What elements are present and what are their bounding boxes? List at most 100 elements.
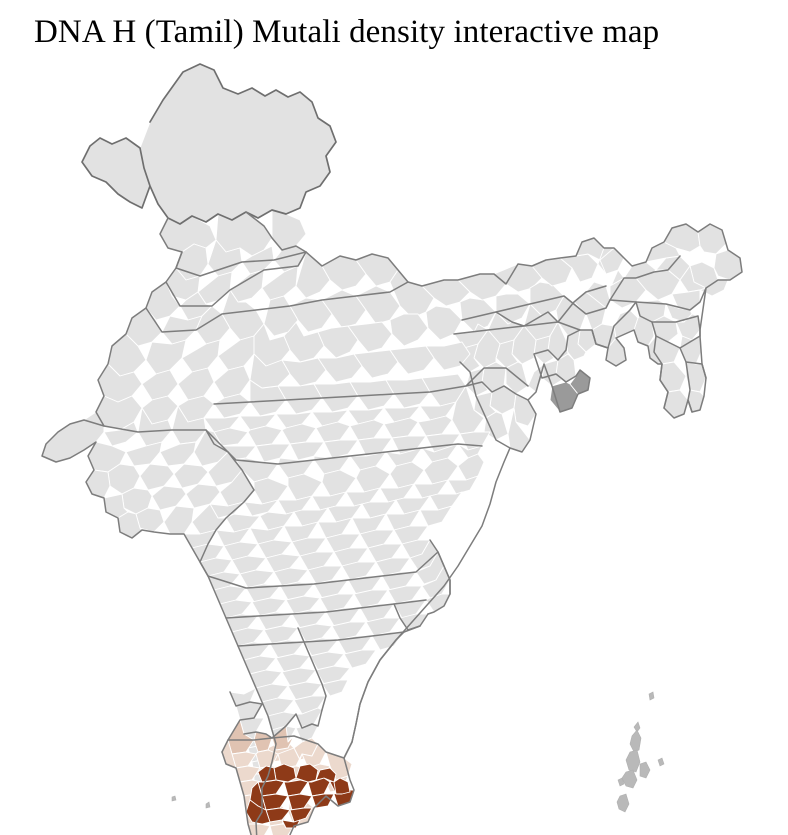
district-region[interactable] — [303, 637, 339, 657]
district-region[interactable] — [291, 609, 327, 629]
district-region[interactable] — [323, 439, 359, 459]
district-region[interactable] — [281, 667, 317, 687]
district-region[interactable] — [421, 443, 459, 463]
district-region[interactable] — [357, 437, 393, 457]
district-region[interactable] — [311, 491, 347, 511]
island-andaman-3[interactable] — [625, 749, 641, 773]
district-region[interactable] — [383, 405, 421, 423]
district-region[interactable] — [223, 541, 259, 561]
district-region[interactable] — [347, 321, 393, 353]
district-region[interactable] — [585, 281, 611, 309]
district-region[interactable] — [285, 595, 321, 615]
district-region[interactable] — [599, 247, 625, 275]
district-region[interactable] — [263, 625, 299, 645]
district-region[interactable] — [311, 409, 349, 427]
district-region[interactable] — [385, 447, 423, 467]
district-region[interactable] — [333, 547, 369, 567]
district-region[interactable] — [181, 339, 221, 373]
district-region[interactable] — [341, 561, 377, 581]
region-tirunelveli[interactable] — [247, 823, 271, 835]
district-region[interactable] — [289, 441, 325, 461]
district-region[interactable] — [287, 681, 323, 701]
district-region[interactable] — [275, 411, 313, 429]
district-region[interactable] — [257, 539, 293, 559]
district-region[interactable] — [217, 335, 255, 371]
island-east[interactable] — [657, 757, 665, 767]
district-region[interactable] — [243, 499, 279, 517]
region-tiruvarur[interactable] — [289, 807, 313, 823]
region-high-ne[interactable] — [315, 767, 337, 783]
district-region[interactable] — [269, 639, 305, 659]
district-region[interactable] — [353, 349, 399, 379]
district-region[interactable] — [393, 599, 427, 619]
district-region[interactable] — [371, 631, 405, 651]
district-region[interactable] — [203, 415, 241, 433]
district-region[interactable] — [265, 553, 301, 573]
district-region[interactable] — [345, 487, 381, 507]
district-region[interactable] — [359, 603, 395, 623]
district-region[interactable] — [213, 393, 251, 419]
district-region[interactable] — [351, 513, 387, 535]
district-region[interactable] — [343, 649, 377, 669]
district-region[interactable] — [283, 521, 319, 543]
district-region[interactable] — [387, 585, 423, 605]
district-region[interactable] — [381, 571, 417, 591]
district-region[interactable] — [347, 575, 383, 595]
district-region[interactable] — [417, 415, 453, 437]
district-region[interactable] — [365, 617, 401, 637]
district-region[interactable] — [213, 365, 251, 399]
district-region[interactable] — [419, 505, 453, 527]
district-region[interactable] — [307, 565, 343, 585]
district-region[interactable] — [353, 589, 389, 609]
island-lakshadweep-3[interactable] — [171, 795, 177, 802]
district-region[interactable] — [347, 407, 385, 425]
district-region[interactable] — [145, 339, 187, 375]
district-region[interactable] — [281, 357, 327, 387]
district-region[interactable] — [385, 509, 421, 531]
district-region[interactable] — [425, 305, 463, 341]
district-region[interactable] — [679, 335, 703, 365]
district-region[interactable] — [255, 443, 291, 463]
district-region[interactable] — [609, 269, 625, 287]
island-andaman-1[interactable] — [633, 721, 641, 733]
island-north[interactable] — [648, 691, 655, 701]
district-region[interactable] — [375, 557, 411, 577]
district-region[interactable] — [293, 695, 327, 715]
district-region[interactable] — [319, 593, 355, 613]
district-region[interactable] — [239, 569, 275, 589]
district-region[interactable] — [325, 607, 361, 627]
district-region[interactable] — [459, 431, 491, 451]
district-region[interactable] — [317, 517, 353, 539]
region-high-e[interactable] — [333, 777, 351, 795]
island-andaman-6[interactable] — [617, 777, 625, 787]
district-region[interactable] — [231, 555, 267, 575]
district-region[interactable] — [291, 537, 327, 557]
district-region[interactable] — [273, 567, 309, 587]
district-region[interactable] — [279, 581, 315, 601]
district-region[interactable] — [277, 495, 313, 515]
district-region[interactable] — [315, 665, 351, 685]
region-salem-high[interactable] — [295, 763, 319, 783]
island-andaman-5[interactable] — [639, 761, 651, 779]
island-lakshadweep-1[interactable] — [205, 801, 211, 809]
district-region[interactable] — [367, 543, 403, 563]
district-region[interactable] — [245, 583, 281, 603]
district-region[interactable] — [121, 487, 153, 515]
district-region[interactable] — [331, 621, 367, 641]
district-region[interactable] — [249, 525, 285, 545]
region-pudukkottai[interactable] — [287, 793, 313, 811]
district-region[interactable] — [379, 483, 415, 503]
district-region[interactable] — [297, 623, 333, 643]
district-region[interactable] — [177, 367, 215, 401]
district-region[interactable] — [141, 369, 179, 401]
district-region[interactable] — [317, 353, 363, 383]
district-region[interactable] — [359, 529, 395, 549]
district-region[interactable] — [257, 611, 293, 631]
district-region[interactable] — [275, 653, 311, 673]
district-region[interactable] — [85, 469, 111, 499]
india-choropleth-svg[interactable] — [0, 52, 788, 835]
district-region[interactable] — [325, 533, 361, 553]
district-region[interactable] — [139, 63, 337, 225]
island-andaman-2[interactable] — [629, 729, 642, 753]
district-region[interactable] — [349, 451, 387, 471]
